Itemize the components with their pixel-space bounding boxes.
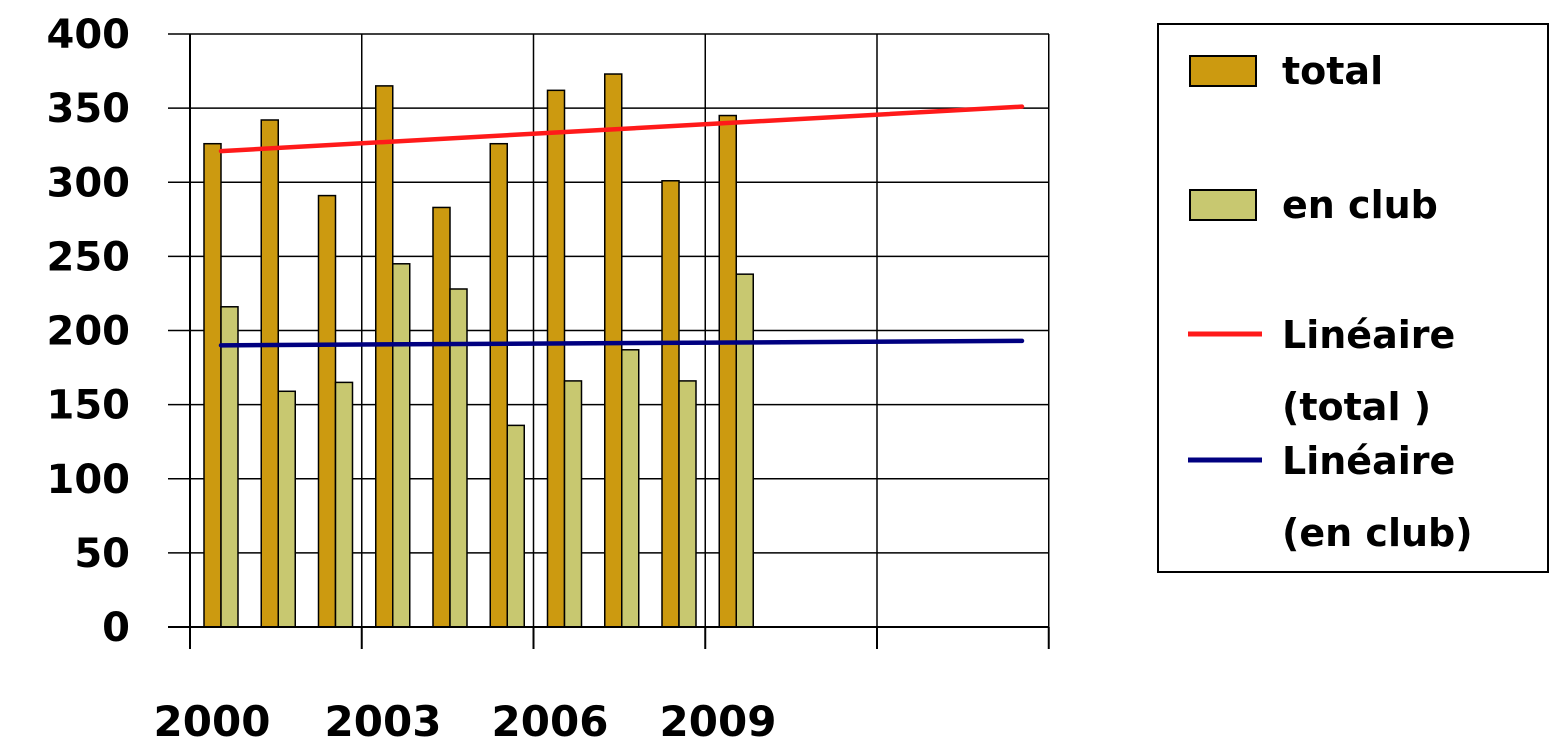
trendline-en-club: [218, 338, 1025, 348]
y-tick-label: 100: [47, 457, 131, 503]
y-tick-label: 400: [47, 12, 131, 58]
bars: [203, 73, 754, 628]
x-tick-labels: 2000 2003 2006 2009: [154, 697, 777, 746]
bar-en-club-2002: [334, 381, 354, 628]
bar-en-club-2005: [506, 424, 525, 628]
x-tick-label: 2006: [492, 697, 609, 746]
legend-swatch-total: [1189, 55, 1257, 87]
legend-box: [1157, 23, 1549, 573]
y-tick-label: 300: [47, 160, 131, 206]
bar-total-2007: [604, 73, 623, 628]
bar-en-club-2009: [735, 273, 754, 628]
y-tick-label: 250: [47, 234, 131, 280]
bar-total-2006: [546, 89, 566, 628]
x-tick-label: 2003: [325, 697, 442, 746]
bar-en-club-2000: [220, 306, 239, 628]
bar-en-club-2004: [449, 288, 468, 628]
bar-total-2004: [432, 206, 451, 628]
legend-label-total: total: [1282, 49, 1383, 93]
bar-en-club-2001: [277, 390, 296, 628]
legend-label-trend-en-club-line1: Linéaire: [1282, 439, 1455, 483]
bar-en-club-2007: [621, 349, 640, 628]
x-tick-label: 2009: [660, 697, 777, 746]
bar-total-2008: [661, 180, 680, 628]
legend-label-trend-total-line1: Linéaire: [1282, 313, 1455, 357]
bar-en-club-2006: [563, 380, 583, 628]
bar-en-club-2008: [678, 380, 697, 628]
axes: [168, 34, 1050, 649]
bar-total-2001: [260, 119, 279, 628]
trendline-total: [218, 104, 1025, 154]
y-tick-label: 350: [47, 86, 131, 132]
y-tick-label: 150: [47, 383, 131, 429]
legend-swatch-en-club: [1189, 189, 1257, 221]
y-tick-labels: 0 50 100 150 200 250 300 350 400: [47, 12, 131, 651]
x-tick-label: 2000: [154, 697, 271, 746]
bar-total-2009: [718, 114, 737, 628]
bar-en-club-2003: [392, 263, 411, 628]
legend-label-trend-total-line2: (total ): [1282, 385, 1431, 429]
bar-total-2002: [317, 194, 337, 628]
bar-total-2000: [203, 142, 222, 628]
y-tick-label: 0: [102, 605, 130, 651]
legend-label-en-club: en club: [1282, 183, 1438, 227]
legend: total en club Linéaire (total ) Linéaire…: [1157, 23, 1549, 573]
legend-label-trend-en-club-line2: (en club): [1282, 511, 1473, 555]
y-tick-label: 200: [47, 309, 131, 355]
bar-total-2003: [375, 85, 394, 628]
y-tick-label: 50: [74, 531, 130, 577]
trendlines: [218, 104, 1025, 348]
bar-total-2005: [489, 142, 508, 628]
